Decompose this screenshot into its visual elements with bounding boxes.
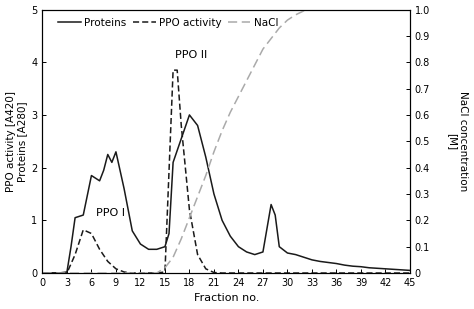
Proteins xyxy=(137,242,143,246)
Line: NaCl: NaCl xyxy=(43,10,410,273)
PPO activity xyxy=(97,248,102,251)
NaCl xyxy=(40,271,46,275)
Text: PPO II: PPO II xyxy=(175,50,207,60)
PPO activity xyxy=(89,232,94,235)
PPO activity xyxy=(178,124,184,127)
NaCl xyxy=(228,110,233,114)
NaCl xyxy=(195,195,201,198)
PPO activity xyxy=(407,271,413,275)
NaCl xyxy=(268,37,274,40)
NaCl xyxy=(162,266,168,270)
Proteins xyxy=(109,160,115,164)
NaCl xyxy=(260,47,266,51)
NaCl xyxy=(236,95,241,98)
PPO activity xyxy=(81,228,86,232)
PPO activity xyxy=(146,271,152,275)
PPO activity xyxy=(195,253,201,256)
NaCl xyxy=(293,13,299,17)
NaCl xyxy=(203,174,209,177)
PPO activity xyxy=(105,260,110,263)
NaCl xyxy=(244,79,249,83)
NaCl xyxy=(187,216,192,220)
Line: Proteins: Proteins xyxy=(43,115,410,273)
PPO activity xyxy=(203,267,209,271)
NaCl xyxy=(154,271,160,275)
PPO activity xyxy=(211,271,217,274)
Y-axis label: PPO activity [A420]
Proteins [A280]: PPO activity [A420] Proteins [A280] xyxy=(6,91,27,192)
NaCl xyxy=(211,150,217,154)
NaCl xyxy=(170,255,176,259)
NaCl xyxy=(284,18,290,22)
PPO activity xyxy=(154,271,160,275)
PPO activity xyxy=(162,270,168,274)
PPO activity xyxy=(236,271,241,275)
X-axis label: Fraction no.: Fraction no. xyxy=(193,294,259,303)
PPO activity xyxy=(219,271,225,275)
PPO activity xyxy=(187,208,192,212)
NaCl xyxy=(301,9,307,13)
PPO activity xyxy=(121,270,127,274)
Proteins xyxy=(276,245,282,248)
PPO activity xyxy=(48,271,54,275)
PPO activity xyxy=(113,267,119,271)
Proteins xyxy=(399,268,405,272)
PPO activity xyxy=(40,271,46,275)
NaCl xyxy=(219,129,225,133)
Y-axis label: NaCl concentration
[M]: NaCl concentration [M] xyxy=(447,91,468,191)
Text: PPO I: PPO I xyxy=(96,208,125,218)
NaCl xyxy=(309,8,315,11)
Proteins xyxy=(407,269,413,272)
NaCl xyxy=(407,8,413,11)
PPO activity xyxy=(72,253,78,256)
Proteins xyxy=(146,248,152,251)
PPO activity xyxy=(64,271,70,275)
PPO activity xyxy=(170,68,176,72)
Proteins xyxy=(301,255,307,259)
NaCl xyxy=(276,26,282,30)
PPO activity xyxy=(228,271,233,275)
Proteins xyxy=(40,271,46,275)
PPO activity xyxy=(129,271,135,275)
NaCl xyxy=(252,63,257,67)
Legend: Proteins, PPO activity, NaCl: Proteins, PPO activity, NaCl xyxy=(55,15,281,31)
Line: PPO activity: PPO activity xyxy=(43,70,410,273)
PPO activity xyxy=(174,68,180,72)
PPO activity xyxy=(137,271,143,275)
NaCl xyxy=(178,237,184,241)
Proteins xyxy=(187,113,192,117)
PPO activity xyxy=(56,271,62,275)
